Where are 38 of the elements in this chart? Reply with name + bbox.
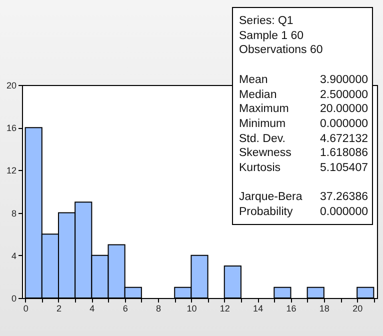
x-tick-label: 6 bbox=[122, 304, 128, 314]
y-tick-label: 20 bbox=[6, 80, 16, 90]
x-tick-label: 2 bbox=[56, 304, 62, 314]
text: Series: Q1 bbox=[239, 14, 294, 29]
annotation: Probability bbox=[239, 205, 293, 220]
annotation: Kurtosis bbox=[239, 161, 281, 176]
x-tick-label: 14 bbox=[253, 304, 264, 314]
annotation: 37.26386 bbox=[320, 190, 368, 206]
x-tick-label: 8 bbox=[156, 304, 162, 314]
x-tick-label: 20 bbox=[352, 304, 363, 314]
annotation: Std. Dev. bbox=[239, 132, 286, 146]
y-tick-label: 16 bbox=[6, 123, 16, 134]
annotation: 20.00000 bbox=[320, 102, 368, 117]
annotation: Mean bbox=[239, 72, 268, 88]
annotation: 0.000000 bbox=[320, 205, 368, 220]
annotation: 1.618086 bbox=[320, 146, 368, 162]
annotation: 0.000000 bbox=[320, 116, 368, 132]
x-tick-label: 12 bbox=[220, 304, 230, 314]
annotation: Jarque-Bera bbox=[239, 190, 302, 206]
text: Sample 1 60 bbox=[239, 28, 305, 44]
annotation: Median bbox=[239, 88, 277, 102]
annotation: Skewness bbox=[239, 146, 292, 162]
y-tick-label: 0 bbox=[11, 294, 16, 304]
annotation: 5.105407 bbox=[320, 161, 368, 176]
annotation: Minimum bbox=[239, 116, 286, 132]
x-tick-label: 4 bbox=[90, 304, 95, 314]
x-tick-label: 0 bbox=[23, 304, 28, 314]
text: Observations 60 bbox=[239, 43, 324, 58]
x-tick-label: 10 bbox=[186, 304, 197, 314]
x-tick-label: 16 bbox=[286, 304, 296, 314]
y-tick-label: 8 bbox=[11, 208, 16, 218]
annotation: 2.500000 bbox=[320, 88, 368, 102]
annotation: Maximum bbox=[239, 102, 289, 117]
y-tick-label: 12 bbox=[6, 166, 16, 176]
annotation: 3.900000 bbox=[320, 72, 368, 88]
y-tick-label: 4 bbox=[11, 250, 16, 261]
annotation: 4.672132 bbox=[320, 132, 368, 146]
x-tick-label: 18 bbox=[319, 304, 330, 314]
